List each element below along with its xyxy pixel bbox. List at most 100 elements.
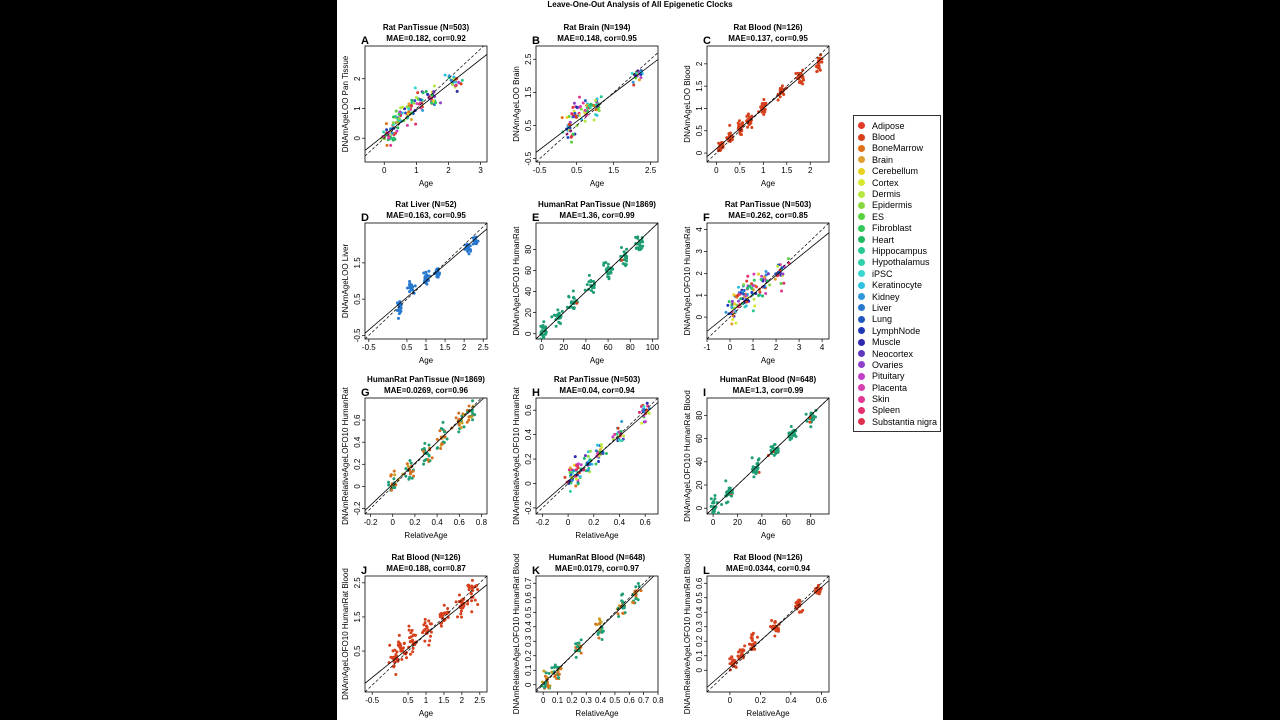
legend-label: ES <box>872 211 885 222</box>
data-point <box>438 615 442 619</box>
x-tick-label: -0.5 <box>362 343 376 352</box>
panel-title: Rat Liver (N=52) <box>395 200 456 209</box>
data-point <box>457 423 461 427</box>
plot-frame <box>535 397 659 515</box>
panel-G: HumanRat PanTissue (N=1869) MAE=0.0269, c… <box>341 375 488 540</box>
data-point <box>760 274 764 278</box>
x-tick-label: 3 <box>478 166 483 175</box>
data-point <box>405 656 409 660</box>
regression-line <box>707 51 829 157</box>
y-tick-label: 0.4 <box>524 621 533 633</box>
legend-swatch-icon <box>858 258 865 266</box>
data-point <box>753 465 757 469</box>
y-tick-label: 2.5 <box>353 577 362 589</box>
data-point <box>588 462 592 466</box>
data-point <box>396 316 400 320</box>
data-point <box>741 290 745 294</box>
data-point <box>594 622 598 626</box>
legend-item: Skin <box>858 393 936 404</box>
data-point <box>598 618 602 622</box>
data-point <box>410 104 414 108</box>
panel-title: Rat PanTissue (N=503) <box>383 23 470 32</box>
data-point <box>454 80 458 84</box>
legend-item: Hippocampus <box>858 245 936 256</box>
regression-line <box>365 54 487 151</box>
data-point <box>390 488 394 492</box>
panel-A: Rat PanTissue (N=503) MAE=0.182, cor=0.92… <box>341 23 488 188</box>
legend-label: Keratinocyte <box>872 280 923 291</box>
data-point <box>555 665 559 669</box>
data-point <box>642 405 646 409</box>
data-point <box>781 272 785 276</box>
data-point <box>751 470 755 474</box>
data-point <box>427 269 431 273</box>
plot-frame <box>706 397 830 515</box>
data-point <box>594 108 598 112</box>
legend-swatch-icon <box>858 190 865 198</box>
data-point <box>443 435 447 439</box>
panel-subtitle: MAE=0.188, cor=0.87 <box>386 564 466 573</box>
x-tick-label: 1.5 <box>781 166 793 175</box>
data-point <box>725 491 729 495</box>
data-point <box>393 473 397 477</box>
data-point <box>782 281 786 285</box>
data-point <box>471 589 475 593</box>
data-point <box>772 443 776 447</box>
legend-label: Liver <box>872 302 892 313</box>
data-point <box>462 425 466 429</box>
legend-item: Epidermis <box>858 200 936 211</box>
data-point <box>587 104 591 108</box>
panel-title: Rat PanTissue (N=503) <box>725 200 812 209</box>
y-tick-label: 1.5 <box>353 611 362 623</box>
data-point <box>750 126 754 130</box>
data-point <box>429 634 433 638</box>
legend-swatch-icon <box>858 213 865 221</box>
panel-subtitle: MAE=0.148, cor=0.95 <box>557 34 637 43</box>
y-tick-label: 0.6 <box>524 592 533 604</box>
data-point <box>422 447 426 451</box>
data-point <box>585 283 589 287</box>
panel-letter: H <box>532 387 540 399</box>
data-point <box>422 629 426 633</box>
data-point <box>409 461 413 465</box>
panel-title: HumanRat PanTissue (N=1869) <box>367 375 485 384</box>
legend-swatch-icon <box>858 144 865 152</box>
data-point <box>616 612 620 616</box>
data-point <box>731 314 735 318</box>
data-point <box>596 631 600 635</box>
data-point <box>750 456 754 460</box>
data-point <box>756 461 760 465</box>
data-point <box>390 131 394 135</box>
regression-line <box>536 59 658 153</box>
panel-letter: D <box>361 212 369 224</box>
data-point <box>425 282 429 286</box>
data-point <box>447 74 451 78</box>
y-axis-label: DNAmAgeLOFO10 HumanRat <box>683 226 692 336</box>
y-tick-label: 0.4 <box>524 429 533 441</box>
legend-swatch-icon <box>858 338 865 346</box>
legend-swatch-icon <box>858 395 865 403</box>
data-point <box>776 629 780 633</box>
data-point <box>798 599 802 603</box>
figure-page: Leave-One-Out Analysis of All Epigenetic… <box>337 0 943 720</box>
x-tick-label: 4 <box>820 343 825 352</box>
y-axis-label: DNAmRelativeAgeLOFO10 HumanRat <box>512 386 521 525</box>
data-point <box>402 641 406 645</box>
legend-item: Dermis <box>858 188 936 199</box>
panel-letter: I <box>703 387 706 399</box>
panel-letter: E <box>532 212 539 224</box>
data-point <box>816 66 820 70</box>
legend-item: Adipose <box>858 120 936 131</box>
data-point <box>544 330 548 334</box>
data-point <box>617 615 621 619</box>
legend-item: Heart <box>858 234 936 245</box>
data-point <box>739 297 743 301</box>
regression-line <box>707 398 829 514</box>
data-point <box>392 469 396 473</box>
data-point <box>387 483 391 487</box>
data-point <box>724 479 728 483</box>
panel-L: Rat Blood (N=126) MAE=0.0344, cor=0.94 L 0 0… <box>683 553 830 718</box>
data-point <box>606 275 610 279</box>
data-point <box>776 98 780 102</box>
x-tick-label: 3 <box>797 343 802 352</box>
